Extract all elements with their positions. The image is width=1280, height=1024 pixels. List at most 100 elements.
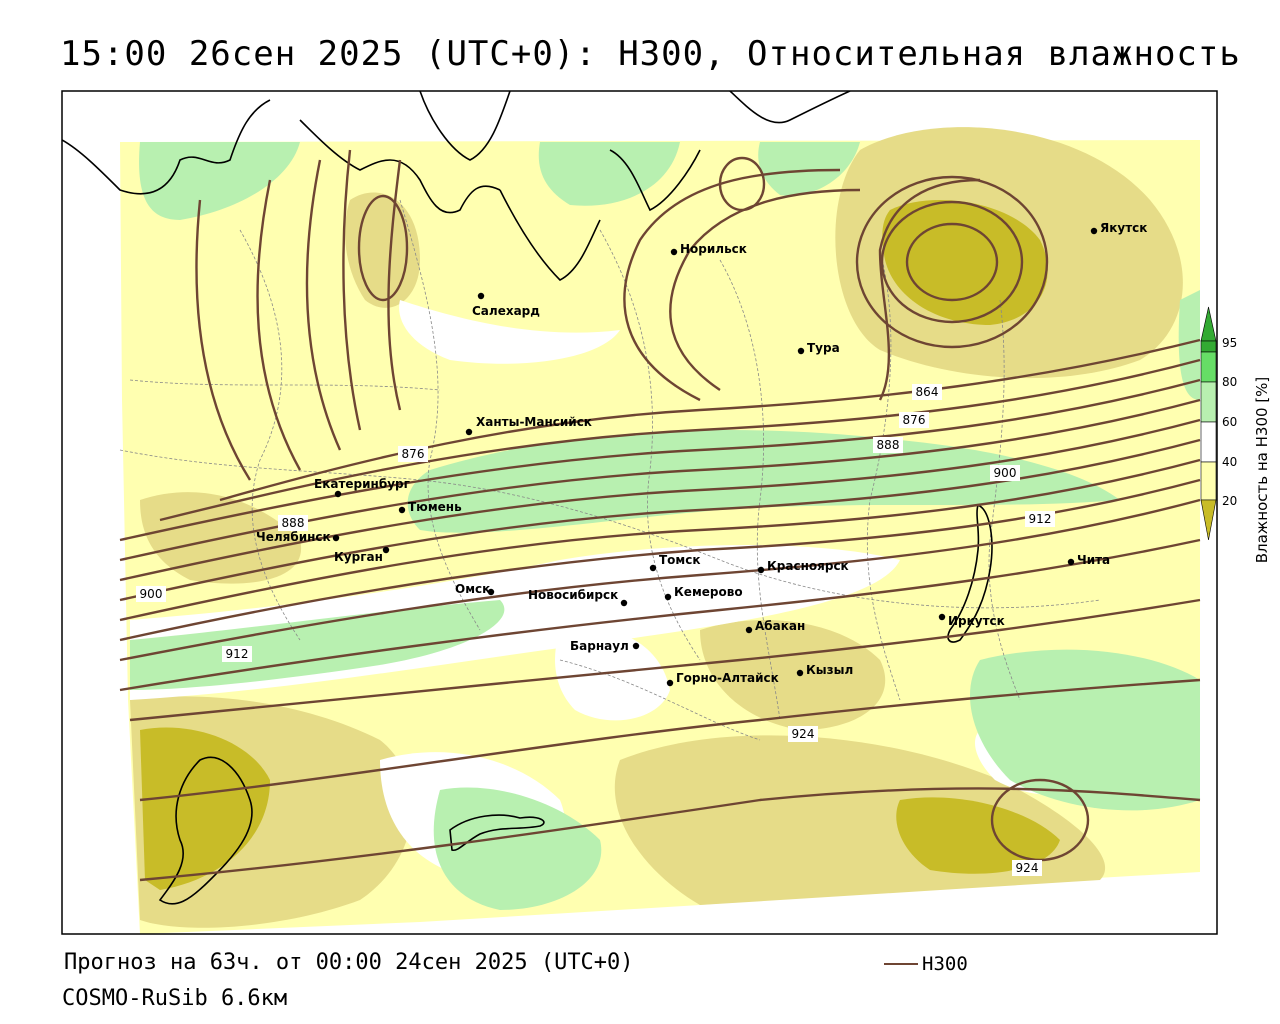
forecast-info: Прогноз на 63ч. от 00:00 24сен 2025 (UTC…: [64, 950, 634, 975]
svg-text:876: 876: [402, 447, 425, 461]
city-tomsk: Томск: [649, 553, 701, 572]
city-novosibirsk: Новосибирск: [528, 588, 628, 607]
model-info: COSMO-RuSib 6.6км: [62, 986, 288, 1011]
contour-label: 900: [136, 586, 166, 602]
city-chelyabinsk: Челябинск: [256, 530, 340, 544]
contour-low: [880, 200, 1024, 324]
contour-line: [129, 598, 1201, 722]
city-salekhard: Салехард: [472, 292, 540, 318]
svg-text:Горно-Алтайск: Горно-Алтайск: [676, 671, 779, 685]
contour-labels: 876 864 876 888 900 912 900 912 924 924 …: [136, 384, 1055, 876]
city-kurgan: Курган: [334, 546, 390, 564]
contour-label: 900: [990, 465, 1020, 481]
city-khanty-mansiysk: Ханты-Мансийск: [465, 415, 592, 436]
contour-label: 912: [1025, 511, 1055, 527]
colorbar-swatch-40: [1200, 421, 1217, 463]
svg-text:Якутск: Якутск: [1100, 221, 1147, 235]
contour-low: [357, 194, 409, 302]
svg-text:900: 900: [994, 466, 1017, 480]
region-boundaries: [119, 199, 1101, 741]
contour-line: [195, 199, 252, 481]
colorbar-swatch-80: [1200, 351, 1217, 383]
city-norilsk: Норильск: [670, 242, 747, 256]
contour-line: [623, 168, 841, 402]
svg-text:Ханты-Мансийск: Ханты-Мансийск: [476, 415, 592, 429]
svg-text:Кемерово: Кемерово: [674, 585, 743, 599]
contour-low: [718, 156, 766, 212]
colorbar-tick: 95: [1222, 336, 1238, 350]
colorbar-swatch-20: [1200, 461, 1217, 501]
cities: Норильск Якутск Салехард Тура Ханты-Манс…: [256, 221, 1147, 687]
map-frame: [61, 90, 1218, 935]
svg-text:876: 876: [903, 413, 926, 427]
contour-line: [119, 418, 1201, 582]
svg-text:Норильск: Норильск: [680, 242, 747, 256]
city-yekaterinburg: Екатеринбург: [314, 477, 410, 498]
contour-line: [387, 159, 402, 411]
contour-line: [139, 678, 1201, 802]
city-kemerovo: Кемерово: [664, 585, 743, 601]
colorbar-swatch-60: [1200, 381, 1217, 423]
svg-text:Иркутск: Иркутск: [948, 614, 1005, 628]
contour-label: 876: [398, 446, 428, 462]
city-irkutsk: Иркутск: [938, 613, 1005, 628]
coastlines: [62, 91, 993, 905]
contour-line: [159, 358, 1201, 522]
svg-text:864: 864: [916, 385, 939, 399]
contour-label: 924: [788, 726, 818, 742]
colorbar-tick: 80: [1222, 375, 1238, 389]
svg-text:Кызыл: Кызыл: [806, 663, 853, 677]
humidity-humid-areas: [130, 142, 1200, 910]
svg-text:Новосибирск: Новосибирск: [528, 588, 618, 602]
contour-line: [305, 159, 342, 451]
city-omsk: Омск: [455, 582, 495, 596]
svg-text:900: 900: [140, 587, 163, 601]
svg-text:Абакан: Абакан: [755, 619, 805, 633]
svg-text:888: 888: [877, 438, 900, 452]
svg-text:924: 924: [1016, 861, 1039, 875]
contour-label: 912: [222, 646, 252, 662]
contour-label: 888: [278, 515, 308, 531]
svg-text:924: 924: [792, 727, 815, 741]
contour-line: [119, 438, 1201, 602]
legend-line-swatch: [884, 963, 918, 965]
legend-label: H300: [922, 953, 968, 975]
contour-label: 924: [1012, 860, 1042, 876]
city-tyumen: Тюмень: [398, 500, 462, 514]
h300-contours: [119, 149, 1201, 882]
chart-title: 15:00 26сен 2025 (UTC+0): H300, Относите…: [60, 34, 1241, 74]
contour-line: [119, 458, 1201, 622]
contour-label: 888: [873, 437, 903, 453]
city-krasnoyarsk: Красноярск: [757, 559, 849, 574]
svg-text:Тюмень: Тюмень: [408, 500, 462, 514]
city-barnaul: Барнаул: [570, 639, 640, 653]
city-abakan: Абакан: [745, 619, 805, 634]
colorbar-triangle-bottom: [1200, 499, 1217, 541]
contour-line: [119, 378, 1201, 542]
city-yakutsk: Якутск: [1090, 221, 1147, 235]
contour-line: [669, 188, 861, 391]
contour-line: [119, 538, 1201, 692]
svg-text:Барнаул: Барнаул: [570, 639, 629, 653]
contour-low: [855, 175, 1049, 349]
svg-text:912: 912: [1029, 512, 1052, 526]
colorbar-title: Влажность на H300 [%]: [1253, 376, 1271, 564]
svg-text:Чита: Чита: [1077, 553, 1110, 567]
contour-label: 864: [912, 384, 942, 400]
svg-text:Тура: Тура: [807, 341, 840, 355]
svg-text:Красноярск: Красноярск: [767, 559, 849, 573]
svg-text:888: 888: [282, 516, 305, 530]
colorbar-tick: 40: [1222, 455, 1238, 469]
svg-text:Томск: Томск: [659, 553, 701, 567]
contour-label: 876: [899, 412, 929, 428]
contour-low: [905, 222, 999, 302]
colorbar-swatch-95: [1200, 340, 1217, 353]
city-tura: Тура: [797, 341, 840, 355]
svg-text:Омск: Омск: [455, 582, 490, 596]
contour-line: [119, 498, 1201, 662]
contour-line: [219, 338, 1201, 502]
contour-line: [878, 178, 981, 401]
svg-text:Челябинск: Челябинск: [256, 530, 331, 544]
colorbar-tick: 20: [1222, 494, 1238, 508]
